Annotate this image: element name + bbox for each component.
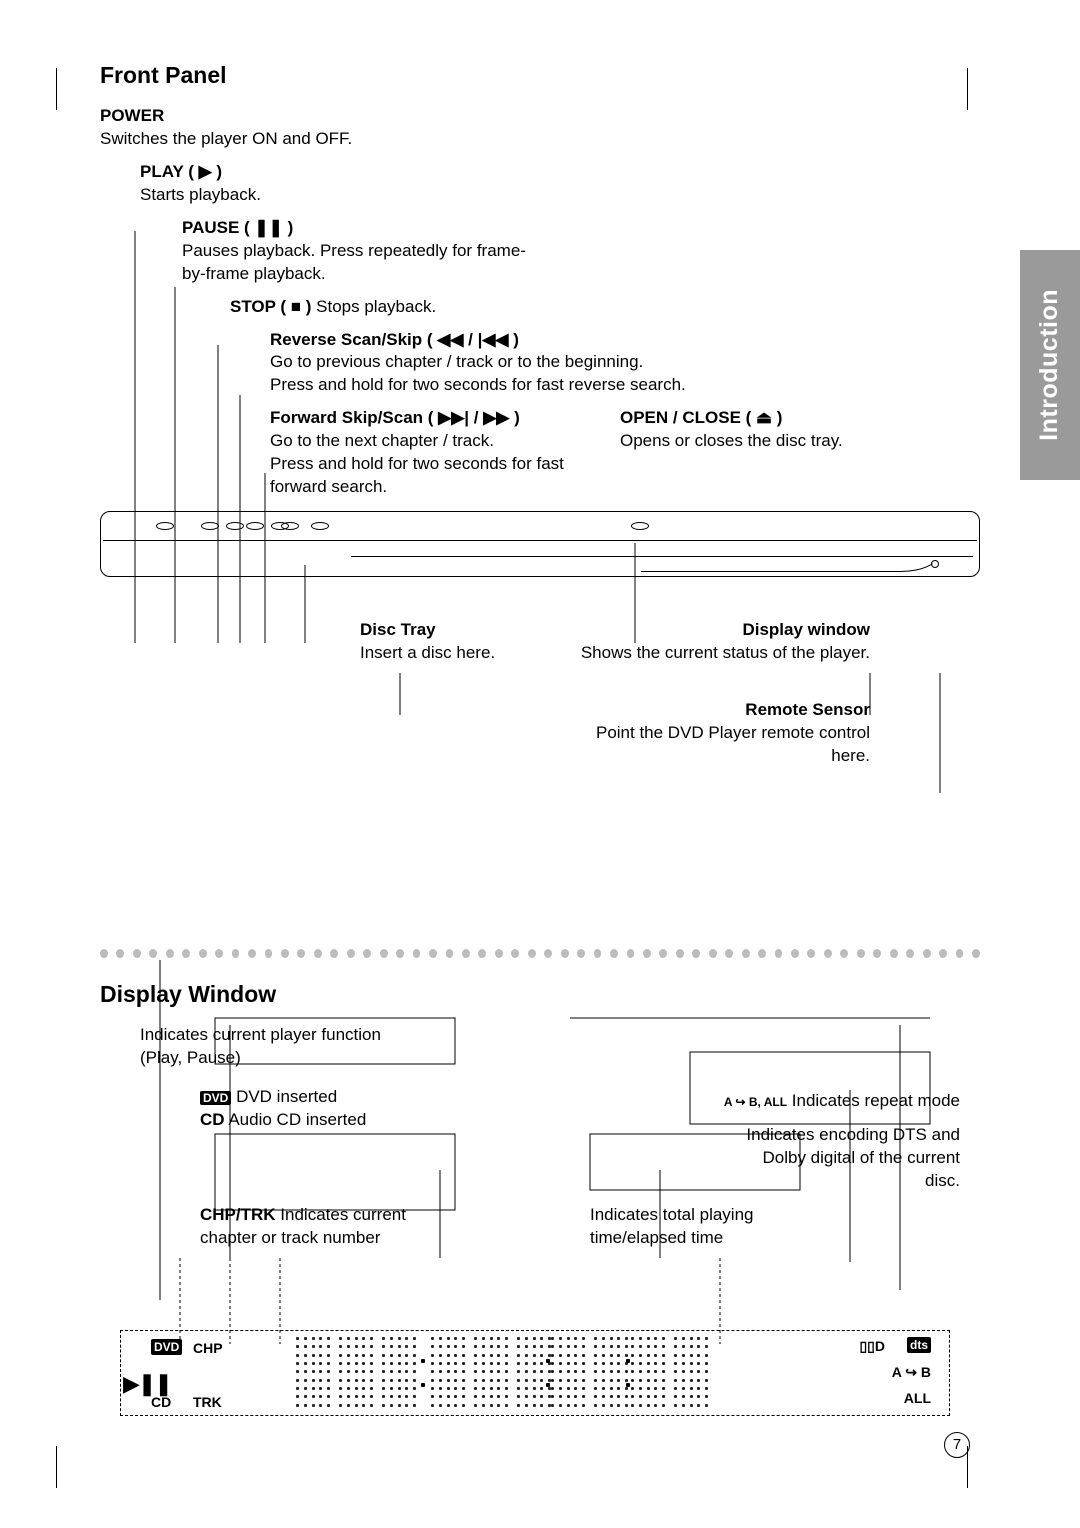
open-label: OPEN / CLOSE ( ⏏ )	[620, 407, 843, 430]
power-label: POWER	[100, 105, 980, 128]
forward-label: Forward Skip/Scan ( ▶▶| / ▶▶ )	[270, 407, 590, 430]
pause-desc: Pauses playback. Press repeatedly for fr…	[182, 240, 542, 286]
play-label: PLAY ( ▶ )	[140, 161, 980, 184]
display-window-label: Display window	[570, 619, 870, 642]
open-desc: Opens or closes the disc tray.	[620, 430, 843, 453]
disc-tray-label: Disc Tray	[360, 619, 495, 642]
power-desc: Switches the player ON and OFF.	[100, 128, 980, 151]
front-panel-title: Front Panel	[100, 60, 980, 91]
pause-label: PAUSE ( ❚❚ )	[182, 217, 980, 240]
display-window-desc: Shows the current status of the player.	[570, 642, 870, 665]
forward-desc1: Go to the next chapter / track.	[270, 430, 590, 453]
page-number: 7	[944, 1432, 970, 1458]
stop-desc: Stops playback.	[311, 297, 436, 316]
reverse-label: Reverse Scan/Skip ( ◀◀ / |◀◀ )	[270, 329, 980, 352]
badge-ab: A ↪ B	[892, 1363, 931, 1382]
remote-desc: Point the DVD Player remote control here…	[560, 722, 870, 768]
reverse-desc2: Press and hold for two seconds for fast …	[270, 374, 980, 397]
play-desc: Starts playback.	[140, 184, 980, 207]
badge-all: ALL	[904, 1389, 931, 1408]
disc-tray-desc: Insert a disc here.	[360, 642, 495, 665]
forward-desc2: Press and hold for two seconds for fast …	[270, 453, 590, 499]
side-tab-label: Introduction	[1033, 289, 1067, 441]
badge-trk: TRK	[193, 1393, 222, 1412]
stop-label: STOP ( ■ )	[230, 297, 311, 316]
remote-label: Remote Sensor	[560, 699, 870, 722]
play-pause-icon: ▶❚❚	[123, 1369, 171, 1399]
device-illustration	[100, 511, 980, 581]
reverse-desc1: Go to previous chapter / track or to the…	[270, 351, 980, 374]
side-tab: Introduction	[1020, 250, 1080, 480]
